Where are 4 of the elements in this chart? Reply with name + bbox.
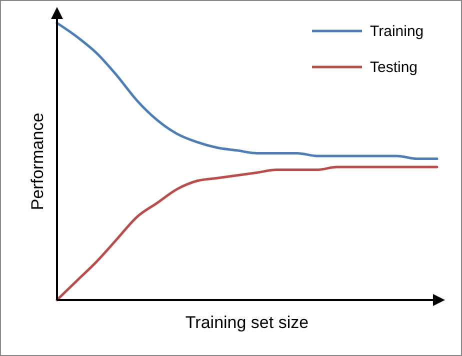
x-axis-title: Training set size [185, 313, 309, 332]
legend-label: Testing [370, 59, 418, 76]
legend-label: Training [370, 23, 424, 40]
y-axis-title: Performance [28, 112, 47, 210]
